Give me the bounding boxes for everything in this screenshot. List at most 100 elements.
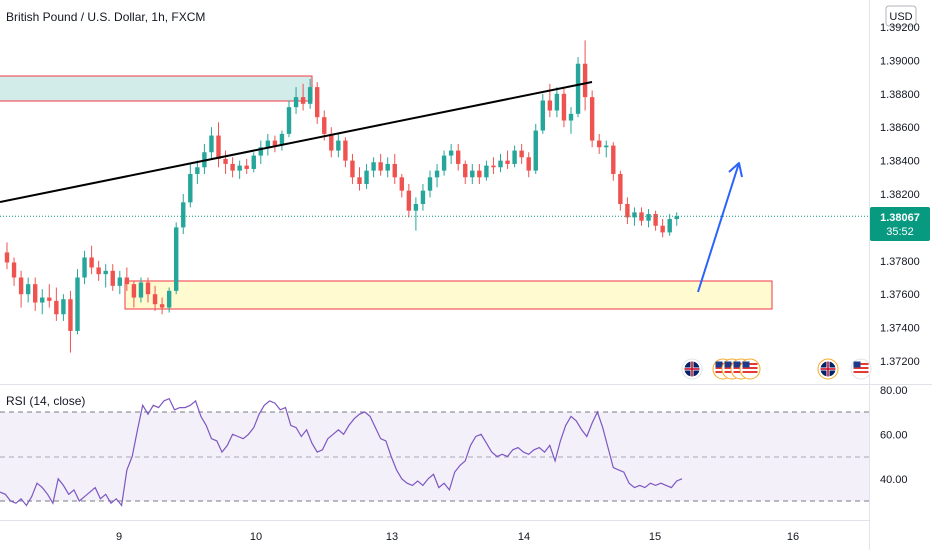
candle-body bbox=[40, 297, 45, 303]
time-tick-label: 16 bbox=[787, 531, 799, 543]
candle bbox=[258, 140, 263, 164]
candle bbox=[18, 270, 24, 308]
candle-body bbox=[258, 147, 263, 156]
us-flag-icon[interactable] bbox=[850, 358, 872, 380]
candle-body bbox=[68, 299, 73, 331]
candle-body bbox=[660, 225, 665, 233]
candle-body bbox=[251, 155, 256, 169]
candle bbox=[484, 160, 489, 181]
candle bbox=[174, 222, 179, 295]
candle bbox=[547, 83, 553, 118]
candle bbox=[54, 287, 59, 321]
time-axis[interactable]: 9 10 13 14 15 16 bbox=[116, 531, 799, 543]
candle-body bbox=[589, 97, 595, 141]
candle-body bbox=[618, 173, 623, 205]
candle bbox=[399, 173, 404, 198]
candle bbox=[519, 143, 524, 164]
candle-body bbox=[357, 177, 362, 184]
candle bbox=[448, 143, 454, 164]
demand-zone[interactable] bbox=[124, 280, 773, 310]
candle-body bbox=[448, 150, 454, 156]
current-price-tag: 1.38067 35:52 bbox=[870, 207, 930, 241]
candle-body bbox=[89, 257, 94, 268]
candle-body bbox=[646, 214, 651, 221]
candle bbox=[357, 167, 362, 191]
candle-body bbox=[124, 277, 130, 285]
candle bbox=[674, 212, 679, 226]
candle-body bbox=[434, 170, 440, 178]
candle bbox=[589, 90, 595, 148]
candle-body bbox=[166, 290, 172, 308]
uk-flag-icon[interactable] bbox=[817, 358, 839, 380]
uk-flag-icon[interactable] bbox=[681, 358, 703, 380]
trend-line[interactable] bbox=[0, 81, 593, 203]
candle-body bbox=[456, 150, 461, 164]
candle bbox=[216, 122, 221, 168]
candle-body bbox=[582, 63, 588, 98]
candle bbox=[237, 160, 242, 179]
candle-body bbox=[420, 190, 426, 205]
time-tick-label: 14 bbox=[518, 531, 530, 543]
event-flags[interactable] bbox=[681, 358, 872, 380]
candle bbox=[272, 135, 278, 153]
candle bbox=[131, 280, 137, 308]
rsi-title[interactable]: RSI (14, close) bbox=[6, 394, 85, 408]
candle bbox=[639, 207, 644, 226]
candle-body bbox=[315, 87, 320, 118]
candle-body bbox=[223, 158, 228, 164]
candlestick-series bbox=[4, 40, 679, 353]
candle-body bbox=[568, 113, 574, 121]
candle-body bbox=[597, 140, 602, 148]
candle bbox=[82, 250, 87, 285]
candle-body bbox=[547, 100, 553, 111]
rsi-tick-label: 60.00 bbox=[880, 429, 908, 441]
symbol-title[interactable]: British Pound / U.S. Dollar, 1h, FXCM bbox=[6, 10, 205, 24]
candle-body bbox=[322, 117, 327, 134]
candle bbox=[166, 287, 172, 313]
candle bbox=[293, 87, 299, 114]
candle bbox=[244, 158, 249, 174]
price-tick-label: 1.38400 bbox=[880, 156, 920, 168]
candle bbox=[315, 82, 320, 124]
candle-body bbox=[554, 93, 560, 111]
candle bbox=[343, 137, 348, 168]
candle-body bbox=[117, 277, 122, 286]
candle-body bbox=[470, 170, 475, 178]
candle bbox=[145, 277, 151, 303]
candle bbox=[420, 183, 426, 211]
candle-body bbox=[244, 165, 249, 169]
candle-body bbox=[272, 140, 278, 146]
candle bbox=[561, 87, 567, 128]
candle bbox=[124, 267, 130, 291]
candle-body bbox=[611, 145, 616, 174]
projection-arrow[interactable] bbox=[697, 162, 743, 293]
candle bbox=[597, 133, 602, 154]
us-flag-icon[interactable] bbox=[739, 358, 761, 380]
candle bbox=[632, 207, 637, 226]
candle bbox=[336, 133, 341, 158]
candle bbox=[660, 219, 665, 238]
candle bbox=[96, 260, 101, 281]
candle-body bbox=[25, 284, 31, 295]
currency-button[interactable]: USD bbox=[885, 5, 917, 27]
countdown-label: 35:52 bbox=[886, 226, 914, 238]
candle-body bbox=[385, 163, 390, 171]
price-axis[interactable]: 1.37200 1.37400 1.37600 1.37800 1.38200 1.384… bbox=[880, 22, 920, 368]
candle-body bbox=[4, 252, 10, 263]
candle-body bbox=[286, 107, 292, 134]
rsi-axis[interactable]: 40.00 60.00 80.00 bbox=[880, 385, 908, 486]
candle bbox=[329, 127, 334, 158]
candle-body bbox=[343, 140, 348, 161]
candle-body bbox=[364, 170, 369, 184]
candle bbox=[604, 140, 609, 158]
candle-body bbox=[300, 97, 306, 104]
candle-body bbox=[82, 257, 87, 278]
candle bbox=[498, 153, 503, 173]
supply-zone[interactable] bbox=[0, 75, 313, 102]
price-tick-label: 1.37400 bbox=[880, 323, 920, 335]
candle-body bbox=[293, 97, 299, 108]
candle bbox=[4, 242, 10, 270]
candle-body bbox=[103, 270, 108, 275]
candle-body bbox=[674, 216, 679, 220]
